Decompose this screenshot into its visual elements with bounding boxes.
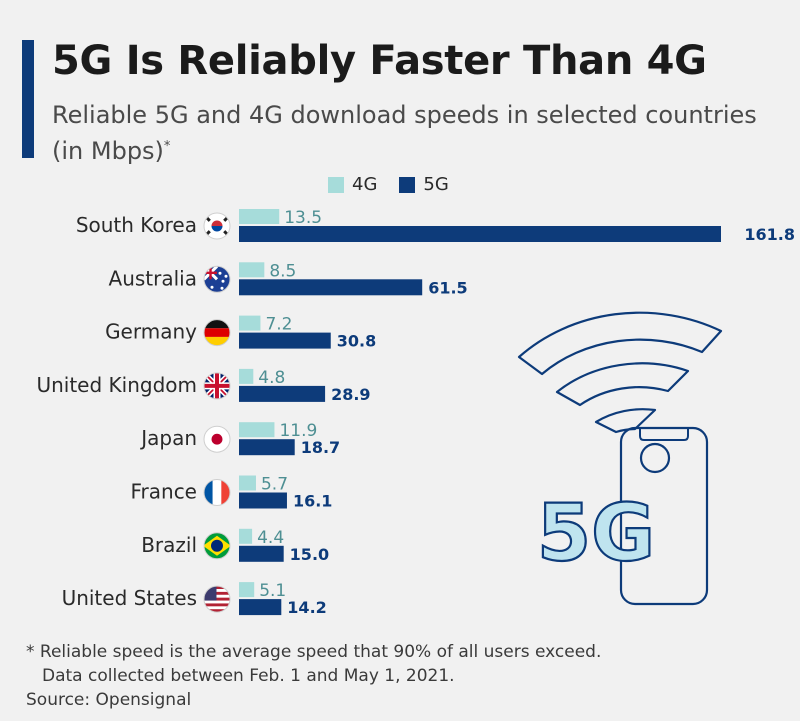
chart-row-australia: Australia 8.5 61.5 xyxy=(109,261,468,297)
bar-5g xyxy=(239,385,326,402)
bar-4g xyxy=(239,528,253,544)
category-label: United Kingdom xyxy=(36,373,197,397)
chart-title: 5G Is Reliably Faster Than 4G xyxy=(52,38,707,84)
phone-camera xyxy=(639,442,671,474)
bar-5g xyxy=(239,332,331,349)
flag-icon-au xyxy=(203,265,231,293)
category-label: Brazil xyxy=(141,533,197,557)
legend-item-5g: 5G xyxy=(399,174,449,195)
value-label-4g: 4.4 xyxy=(257,528,284,548)
flag-border-de xyxy=(203,319,231,347)
value-label-4g: 4.8 xyxy=(258,368,285,388)
value-label-4g: 11.9 xyxy=(279,421,317,441)
flag-border-gb xyxy=(203,372,231,400)
signal-arc-inner xyxy=(594,408,657,434)
value-label-4g: 7.2 xyxy=(265,315,292,335)
flag-icon-br xyxy=(203,532,231,560)
chart-row-japan: Japan 11.918.7 xyxy=(139,421,340,457)
flag-icon-us xyxy=(203,585,231,613)
chart-row-united-states: United States 5.114.2 xyxy=(62,581,327,617)
legend-item-4g: 4G xyxy=(328,174,377,195)
footnote-line-1: * Reliable speed is the average speed th… xyxy=(26,642,602,662)
category-label: South Korea xyxy=(76,213,197,237)
legend-swatch-5g xyxy=(399,176,416,193)
chart-row-south-korea: South Korea 13.5 161.8 xyxy=(76,208,795,244)
flag-icon-gb xyxy=(203,372,231,400)
5g-phone-illustration: 5G xyxy=(517,311,723,606)
chart-rows: South Korea 13.5 161.8 Australia 8.5 61.5 Germ… xyxy=(36,208,795,617)
bar-5g xyxy=(239,545,284,562)
footnote: * Reliable speed is the average speed th… xyxy=(26,640,786,688)
legend-swatch-4g xyxy=(328,176,344,193)
phone-notch xyxy=(639,429,689,441)
bar-5g xyxy=(239,439,295,456)
footnote-line-2: Data collected between Feb. 1 and May 1,… xyxy=(42,666,455,686)
flag-icon-kr xyxy=(203,212,231,240)
flag-border-us xyxy=(203,585,231,613)
value-label-5g: 15.0 xyxy=(290,545,329,564)
value-label-5g: 14.2 xyxy=(287,598,326,617)
bar-4g xyxy=(239,582,255,598)
flag-border-kr xyxy=(203,212,231,240)
legend-label-4g: 4G xyxy=(352,174,378,195)
chart-row-france: France 5.7 16.1 xyxy=(130,475,332,511)
chart-row-united-kingdom: United Kingdom 4.8 28.9 xyxy=(36,368,370,404)
bar-4g xyxy=(239,475,256,491)
value-label-5g: 18.7 xyxy=(301,438,340,457)
category-label: United States xyxy=(62,586,197,610)
bar-4g xyxy=(239,262,265,278)
chart-row-brazil: Brazil 4.4 15.0 xyxy=(141,528,329,564)
flag-border-fr xyxy=(203,479,231,506)
bar-5g xyxy=(239,492,287,509)
subtitle-text: Reliable 5G and 4G download speeds in se… xyxy=(52,101,757,165)
value-label-4g: 5.7 xyxy=(261,475,288,495)
bar-5g xyxy=(239,226,721,242)
value-label-4g: 13.5 xyxy=(284,208,322,228)
value-label-5g: 61.5 xyxy=(428,278,467,297)
bar-5g xyxy=(239,279,423,296)
bar-5g xyxy=(239,599,282,616)
bar-4g xyxy=(239,209,280,224)
phone-body xyxy=(619,426,709,606)
flag-border-au xyxy=(203,265,231,293)
chart-legend: 4G 5G xyxy=(328,174,471,195)
value-label-5g: 30.8 xyxy=(337,332,376,351)
flag-icon-fr xyxy=(203,479,231,506)
chart-row-germany: Germany 7.2 30.8 xyxy=(105,315,376,351)
subtitle-footnote-mark: * xyxy=(163,139,171,154)
category-label: Australia xyxy=(109,266,197,290)
flag-border-jp xyxy=(203,425,231,453)
legend-label-5g: 5G xyxy=(423,174,449,195)
flag-border-br xyxy=(203,532,231,560)
value-label-5g: 28.9 xyxy=(331,385,370,404)
category-label: Japan xyxy=(139,426,197,450)
bar-4g xyxy=(239,315,261,331)
value-label-4g: 5.1 xyxy=(259,581,286,601)
signal-arc-outer xyxy=(517,311,723,376)
bar-4g xyxy=(239,422,275,438)
value-label-5g: 161.8 xyxy=(744,225,795,244)
value-label-4g: 8.5 xyxy=(269,261,296,281)
category-label: France xyxy=(130,480,197,504)
flag-icon-jp xyxy=(203,425,231,453)
illustration-5g-label: 5G xyxy=(537,489,655,579)
title-accent-bar xyxy=(22,40,34,158)
bar-4g xyxy=(239,368,254,384)
signal-arc-middle xyxy=(555,362,690,407)
chart-subtitle: Reliable 5G and 4G download speeds in se… xyxy=(52,100,782,167)
source: Source: Opensignal xyxy=(26,690,192,710)
value-label-5g: 16.1 xyxy=(293,492,332,511)
flag-icon-de xyxy=(203,319,231,347)
category-label: Germany xyxy=(105,320,197,344)
